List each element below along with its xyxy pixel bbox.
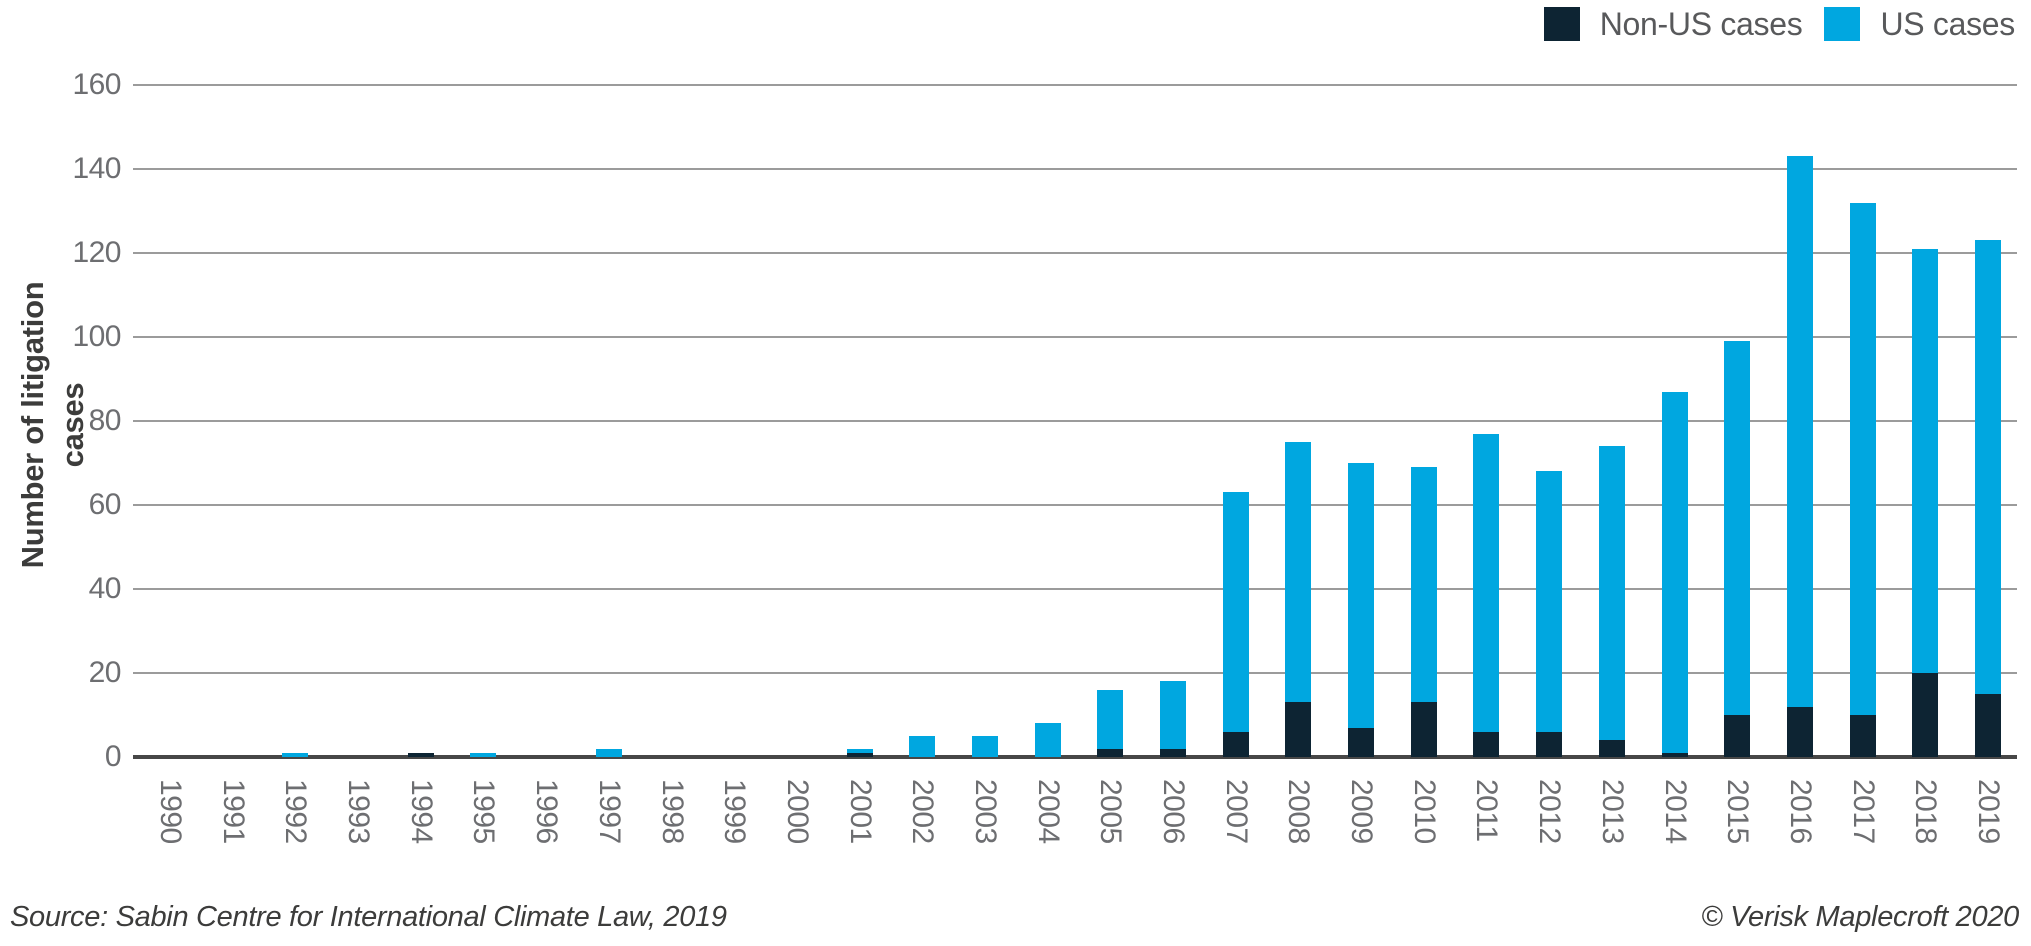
bar-segment-us-2003	[971, 736, 998, 757]
x-tick-label: 1992	[279, 779, 313, 844]
x-tick-label: 2011	[1470, 779, 1504, 842]
bar-segment-non-us-2010	[1410, 702, 1437, 757]
bar-segment-us-2004	[1034, 723, 1061, 757]
bar-segment-us-2007	[1222, 492, 1249, 732]
chart-legend: Non-US cases US cases	[1543, 2, 2015, 46]
y-tick-label: 40	[88, 572, 122, 605]
legend-swatch-us-icon	[1824, 7, 1861, 41]
grid-line	[133, 504, 2017, 506]
x-tick-label: 2017	[1846, 779, 1880, 844]
x-tick-label: 2006	[1157, 779, 1191, 844]
legend-item-us: US cases	[1824, 6, 2015, 43]
y-tick-label: 100	[72, 320, 121, 353]
x-tick-label: 2002	[906, 779, 940, 844]
x-tick-label: 1993	[342, 779, 376, 844]
bar-segment-us-2015	[1724, 341, 1751, 715]
bar-segment-non-us-2014	[1661, 752, 1688, 757]
grid-line	[133, 336, 2017, 338]
bar-segment-us-2011	[1473, 433, 1500, 732]
legend-label-us: US cases	[1880, 5, 2015, 42]
x-tick-label: 2016	[1783, 779, 1817, 844]
x-tick-label: 2003	[968, 779, 1002, 844]
bar-segment-us-2013	[1598, 446, 1625, 741]
x-tick-label: 2009	[1345, 779, 1379, 844]
y-tick-label: 0	[104, 740, 122, 773]
grid-line	[133, 252, 2017, 254]
x-tick-label: 2015	[1721, 779, 1755, 844]
bar-segment-non-us-2018	[1912, 673, 1939, 757]
grid-line	[133, 420, 2017, 422]
bar-segment-non-us-2019	[1975, 694, 2001, 757]
bar-segment-us-2006	[1160, 681, 1187, 749]
bar-segment-us-2002	[909, 736, 936, 757]
bar-segment-us-1995	[470, 752, 497, 757]
bar-segment-non-us-2007	[1222, 731, 1249, 757]
grid-line	[133, 168, 2017, 170]
x-tick-label: 2014	[1658, 779, 1692, 844]
x-tick-label: 1998	[655, 779, 689, 844]
x-tick-label: 2018	[1909, 779, 1943, 844]
bar-segment-us-2001	[846, 748, 873, 753]
bar-segment-us-1992	[282, 752, 309, 757]
x-tick-label: 2013	[1595, 779, 1629, 844]
bar-segment-non-us-1994	[407, 752, 434, 757]
bar-segment-us-2017	[1849, 202, 1876, 715]
bar-segment-us-2012	[1536, 471, 1563, 732]
x-tick-label: 1995	[467, 779, 501, 844]
y-tick-label: 140	[72, 152, 121, 185]
bar-segment-us-2019	[1975, 240, 2001, 694]
x-tick-label: 2001	[843, 779, 877, 844]
bar-segment-non-us-2016	[1786, 706, 1813, 757]
grid-line	[133, 588, 2017, 590]
bar-segment-non-us-2008	[1285, 702, 1312, 757]
bar-segment-non-us-2012	[1536, 731, 1563, 757]
chart-footer: Source: Sabin Centre for International C…	[0, 895, 2031, 939]
y-tick-label: 20	[88, 656, 122, 689]
bar-segment-us-2009	[1348, 463, 1375, 728]
y-tick-label: 160	[72, 68, 121, 101]
copyright-note: © Verisk Maplecroft 2020	[1701, 900, 2019, 933]
grid-line	[133, 672, 2017, 674]
bar-segment-non-us-2011	[1473, 731, 1500, 757]
bar-segment-non-us-2017	[1849, 715, 1876, 757]
x-tick-label: 2007	[1219, 779, 1253, 844]
x-tick-label: 1997	[592, 779, 626, 844]
x-tick-label: 2012	[1533, 779, 1567, 844]
bar-segment-us-1997	[595, 748, 622, 757]
x-tick-label: 2008	[1282, 779, 1316, 844]
bar-segment-non-us-2009	[1348, 727, 1375, 757]
x-tick-label: 2000	[780, 779, 814, 844]
x-tick-label: 1996	[530, 779, 564, 844]
bar-segment-us-2016	[1786, 156, 1813, 707]
bar-segment-us-2008	[1285, 442, 1312, 703]
y-tick-label: 80	[88, 404, 122, 437]
bar-segment-non-us-2015	[1724, 715, 1751, 757]
legend-label-non-us: Non-US cases	[1599, 5, 1803, 42]
bar-segment-non-us-2006	[1160, 748, 1187, 757]
bar-segment-us-2014	[1661, 391, 1688, 753]
x-axis-baseline	[133, 755, 2017, 759]
bar-segment-us-2005	[1097, 689, 1124, 749]
y-tick-label: 120	[72, 236, 121, 269]
source-note: Source: Sabin Centre for International C…	[10, 900, 727, 933]
x-tick-label: 2005	[1094, 779, 1128, 844]
x-tick-label: 2010	[1407, 779, 1441, 844]
x-tick-label: 1991	[216, 779, 250, 844]
bar-segment-non-us-2001	[846, 752, 873, 757]
bar-segment-us-2010	[1410, 467, 1437, 703]
x-tick-label: 2004	[1031, 779, 1065, 844]
bar-segment-non-us-2013	[1598, 740, 1625, 757]
legend-item-non-us: Non-US cases	[1543, 5, 1803, 43]
bar-segment-non-us-2005	[1097, 748, 1124, 757]
bar-segment-us-2018	[1912, 248, 1939, 673]
x-tick-label: 2019	[1972, 779, 2005, 844]
grid-line	[133, 84, 2017, 86]
legend-swatch-non-us-icon	[1543, 7, 1580, 41]
x-tick-label: 1990	[154, 779, 187, 844]
y-tick-label: 60	[88, 488, 122, 521]
x-tick-label: 1999	[718, 779, 752, 844]
x-tick-label: 1994	[404, 779, 438, 844]
